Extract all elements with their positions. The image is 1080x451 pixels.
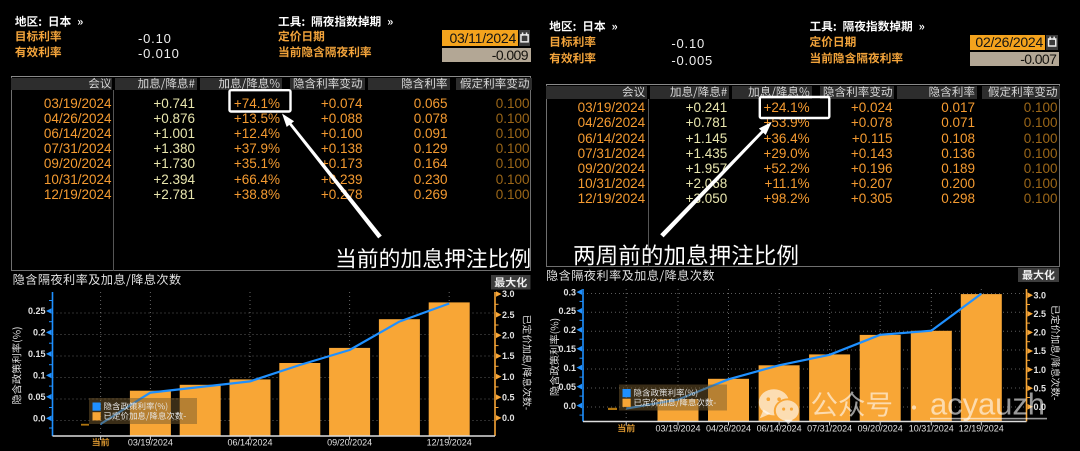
svg-text:0.5: 0.5 xyxy=(1034,383,1047,393)
svg-text:0.1: 0.1 xyxy=(33,371,46,381)
svg-text:0.15: 0.15 xyxy=(28,349,46,359)
svg-text:06/14/2024: 06/14/2024 xyxy=(227,438,272,448)
svg-text:0.1: 0.1 xyxy=(563,363,576,373)
svg-text:06/14/2024: 06/14/2024 xyxy=(757,424,802,434)
svg-text:03/19/2024: 03/19/2024 xyxy=(128,438,173,448)
svg-text:acyauzh: acyauzh xyxy=(930,387,1045,422)
svg-text:2.5: 2.5 xyxy=(1034,309,1047,319)
svg-text:1.5: 1.5 xyxy=(1034,346,1047,356)
svg-text:0.05: 0.05 xyxy=(558,382,576,392)
svg-text:1.0: 1.0 xyxy=(1034,365,1047,375)
svg-text:2.0: 2.0 xyxy=(502,331,515,341)
svg-text:0.25: 0.25 xyxy=(558,306,576,316)
svg-text:0.25: 0.25 xyxy=(28,306,46,316)
svg-text:0.0: 0.0 xyxy=(1034,402,1047,412)
svg-text:12/19/2024: 12/19/2024 xyxy=(427,438,472,448)
svg-text:10/31/2024: 10/31/2024 xyxy=(909,424,954,434)
svg-text:0.2: 0.2 xyxy=(563,325,576,335)
svg-text:0.0: 0.0 xyxy=(502,413,515,423)
svg-text:09/20/2024: 09/20/2024 xyxy=(327,438,372,448)
svg-text:1.5: 1.5 xyxy=(502,351,515,361)
svg-text:0.0: 0.0 xyxy=(563,401,576,411)
svg-text:3.0: 3.0 xyxy=(502,289,515,299)
svg-text:0.05: 0.05 xyxy=(28,392,46,402)
svg-text:07/31/2024: 07/31/2024 xyxy=(807,424,852,434)
svg-text:3.0: 3.0 xyxy=(1034,290,1047,300)
svg-text:0.15: 0.15 xyxy=(558,344,576,354)
svg-text:2.5: 2.5 xyxy=(502,310,515,320)
svg-text:0.0: 0.0 xyxy=(33,414,46,424)
svg-text:0.2: 0.2 xyxy=(33,328,46,338)
svg-text:04/26/2024: 04/26/2024 xyxy=(706,424,751,434)
svg-text:03/19/2024: 03/19/2024 xyxy=(655,424,700,434)
svg-text:0.5: 0.5 xyxy=(502,392,515,402)
svg-text:12/19/2024: 12/19/2024 xyxy=(959,424,1004,434)
svg-text:09/20/2024: 09/20/2024 xyxy=(858,424,903,434)
svg-text:0.3: 0.3 xyxy=(563,287,576,297)
svg-text:2.0: 2.0 xyxy=(1034,328,1047,338)
svg-text:1.0: 1.0 xyxy=(502,372,515,382)
